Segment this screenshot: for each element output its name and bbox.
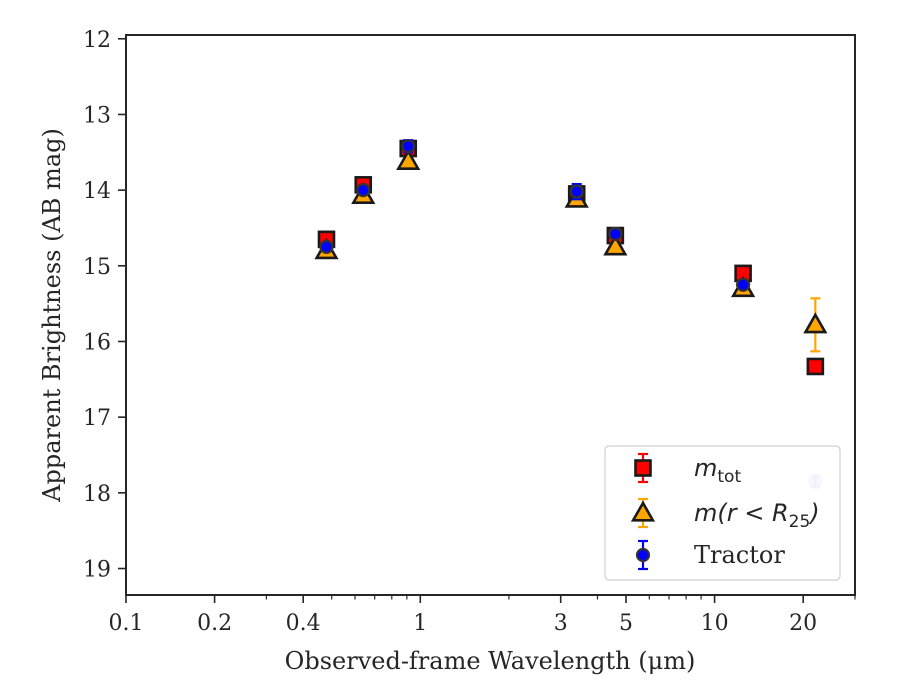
- legend-math-main: m: [694, 454, 717, 482]
- legend-marker-tractor: [635, 547, 651, 563]
- m_r25-point: [803, 312, 828, 334]
- tractor-point: [569, 184, 584, 199]
- plot-content: [314, 139, 828, 489]
- x-tick-label: 3: [554, 611, 568, 636]
- x-tick-label: 0.2: [197, 611, 232, 636]
- y-tick-label: 15: [83, 255, 111, 280]
- y-tick-label: 17: [83, 406, 111, 431]
- x-tick-label: 0.4: [286, 611, 321, 636]
- tractor-point: [356, 183, 371, 198]
- legend-math-subscript: 25: [789, 512, 811, 532]
- y-axis-label: Apparent Brightness (AB mag): [38, 128, 66, 503]
- y-tick-label: 12: [83, 28, 111, 53]
- x-tick-label: 5: [619, 611, 633, 636]
- legend-marker-m_r25: [630, 500, 656, 522]
- axes-frame: [125, 34, 856, 596]
- legend-math-suffix: ): [808, 499, 819, 527]
- x-axis-label: Observed-frame Wavelength (μm): [285, 647, 696, 675]
- x-tick-label: 0.1: [109, 611, 144, 636]
- legend-label-m_r25: m(r < R25): [694, 499, 820, 532]
- x-tick-label: 10: [701, 611, 729, 636]
- y-tick-label: 16: [83, 330, 111, 355]
- y-tick-label: 14: [83, 179, 111, 204]
- y-tick-label: 18: [83, 482, 111, 507]
- legend-marker-m_tot: [634, 459, 652, 477]
- y-tick-label: 13: [83, 103, 111, 128]
- legend-math-main: m(r < R: [694, 499, 789, 527]
- tractor-point: [319, 239, 334, 254]
- legend-box: [604, 445, 841, 581]
- tractor-point: [736, 277, 751, 292]
- x-tick-label: 1: [413, 611, 427, 636]
- legend-label-m_tot: mtot: [694, 454, 741, 487]
- tractor-point: [608, 226, 623, 242]
- legend-math-subscript: tot: [717, 467, 741, 487]
- legend-label-tractor: Tractor: [694, 541, 785, 569]
- x-tick-label: 20: [789, 611, 817, 636]
- tractor-point: [401, 139, 416, 154]
- m_r25-point: [396, 148, 421, 170]
- y-tick-label: 19: [83, 558, 111, 583]
- m_r25-point: [603, 234, 628, 256]
- legend: mtot m(r < R25) Tractor: [604, 445, 841, 581]
- m_tot-point: [806, 357, 825, 376]
